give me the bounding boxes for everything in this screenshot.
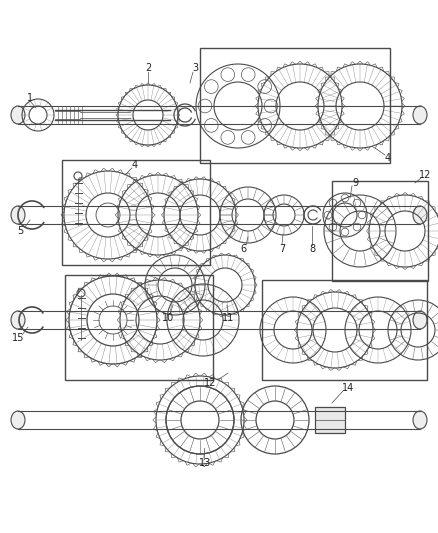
Ellipse shape [413, 411, 427, 429]
Text: 5: 5 [17, 226, 23, 236]
Bar [315, 407, 345, 433]
Text: 13: 13 [199, 458, 211, 468]
Bar [200, 48, 390, 163]
Ellipse shape [413, 106, 427, 124]
Ellipse shape [11, 206, 25, 224]
Bar [332, 181, 428, 281]
Bar [65, 275, 213, 380]
Text: 8: 8 [309, 244, 315, 254]
Text: 2: 2 [145, 63, 151, 73]
Text: 1: 1 [27, 93, 33, 103]
Text: 11: 11 [222, 313, 234, 323]
Text: 12: 12 [204, 378, 216, 388]
Text: 14: 14 [342, 383, 354, 393]
Text: 4: 4 [385, 153, 391, 163]
Text: 15: 15 [12, 333, 24, 343]
Ellipse shape [413, 311, 427, 329]
Bar [62, 160, 210, 265]
Bar [262, 280, 427, 380]
Text: 9: 9 [352, 178, 358, 188]
Text: 3: 3 [192, 63, 198, 73]
Ellipse shape [11, 311, 25, 329]
Text: 7: 7 [279, 244, 285, 254]
Ellipse shape [413, 206, 427, 224]
Text: 10: 10 [162, 313, 174, 323]
Ellipse shape [11, 411, 25, 429]
Text: 12: 12 [419, 170, 431, 180]
Text: 4: 4 [132, 160, 138, 170]
Text: 6: 6 [240, 244, 246, 254]
Ellipse shape [11, 106, 25, 124]
